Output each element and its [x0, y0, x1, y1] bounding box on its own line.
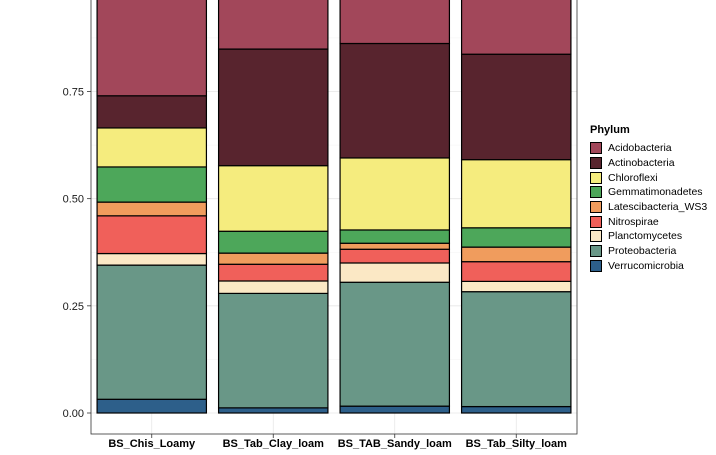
legend-item: Acidobacteria [590, 141, 707, 156]
legend-swatch [590, 259, 602, 272]
bar-segment-latescibacteria-ws3 [96, 201, 208, 217]
bar-segment-planctomycetes [339, 262, 451, 283]
legend-swatch [590, 142, 602, 155]
bar-segment-chloroflexi [339, 157, 451, 231]
bar-segment-acidobacteria [96, 0, 208, 97]
bar-segment-nitrospirae [217, 263, 329, 282]
bar-segment-latescibacteria-ws3 [339, 242, 451, 250]
x-tick-label: BS_TAB_Sandy_loam [338, 438, 452, 450]
legend-item: Latescibacteria_WS3 [590, 200, 707, 215]
bar-segment-latescibacteria-ws3 [217, 252, 329, 265]
bar-segment-gemmatimonadetes [217, 230, 329, 254]
bar-segment-verrucomicrobia [217, 407, 329, 414]
bar-segment-latescibacteria-ws3 [460, 246, 572, 263]
legend-swatch [590, 157, 602, 170]
bar-segment-acidobacteria [339, 0, 451, 45]
y-tick-label: 0.25 [63, 301, 84, 313]
legend-label: Proteobacteria [608, 245, 677, 258]
bar-segment-verrucomicrobia [460, 405, 572, 414]
y-tick-label: 0.50 [63, 194, 84, 206]
bar-segment-verrucomicrobia [96, 398, 208, 414]
legend-title: Phylum [590, 124, 630, 136]
bar-segment-proteobacteria [217, 292, 329, 409]
legend-label: Gemmatimonadetes [608, 186, 703, 199]
bar-segment-actinobacteria [217, 48, 329, 167]
bar-segment-planctomycetes [460, 280, 572, 293]
legend-swatch [590, 245, 602, 258]
legend-items: Acidobacteria Actinobacteria Chloroflexi Ge… [590, 141, 707, 273]
legend-label: Nitrospirae [608, 215, 659, 228]
bar-segment-nitrospirae [460, 261, 572, 282]
bar-segment-verrucomicrobia [339, 405, 451, 414]
legend-item: Chloroflexi [590, 170, 707, 185]
legend-item: Planctomycetes [590, 229, 707, 244]
bar-segment-gemmatimonadetes [460, 227, 572, 248]
legend-label: Planctomycetes [608, 230, 683, 243]
legend-item: Gemmatimonadetes [590, 185, 707, 200]
legend-swatch [590, 171, 602, 184]
bar-segment-chloroflexi [96, 127, 208, 168]
bar-segment-chloroflexi [217, 165, 329, 232]
legend-swatch [590, 215, 602, 228]
bar-segment-actinobacteria [460, 53, 572, 161]
bar-segment-acidobacteria [460, 0, 572, 55]
bar-segment-planctomycetes [217, 280, 329, 295]
bar-segment-planctomycetes [96, 252, 208, 266]
legend-label: Acidobacteria [608, 142, 672, 155]
bar-segment-proteobacteria [339, 281, 451, 407]
legend-item: Verrucomicrobia [590, 259, 707, 274]
x-tick-label: BS_Tab_Silty_loam [466, 438, 567, 450]
legend-label: Actinobacteria [608, 157, 675, 170]
legend-item: Actinobacteria [590, 156, 707, 171]
bar-segment-actinobacteria [339, 42, 451, 159]
x-tick-label: BS_Tab_Clay_loam [223, 438, 325, 450]
bar-segment-gemmatimonadetes [96, 166, 208, 203]
legend-label: Verrucomicrobia [608, 259, 684, 272]
bar-segment-gemmatimonadetes [339, 229, 451, 244]
bar-segment-nitrospirae [96, 215, 208, 255]
x-tick-label: BS_Chis_Loamy [108, 438, 196, 450]
legend-item: Nitrospirae [590, 214, 707, 229]
y-tick-label: 0.75 [63, 87, 84, 99]
legend-label: Chloroflexi [608, 171, 658, 184]
bar-segment-acidobacteria [217, 0, 329, 50]
legend-swatch [590, 230, 602, 243]
bar-segment-nitrospirae [339, 248, 451, 264]
bar-segment-actinobacteria [96, 95, 208, 129]
bar-segment-chloroflexi [460, 159, 572, 229]
bar-segment-proteobacteria [96, 264, 208, 400]
legend-item: Proteobacteria [590, 244, 707, 259]
panel-border [90, 0, 578, 435]
y-tick-label: 0.00 [63, 408, 84, 420]
legend-swatch [590, 186, 602, 199]
legend-label: Latescibacteria_WS3 [608, 201, 708, 214]
bar-segment-proteobacteria [460, 291, 572, 408]
legend: Phylum Acidobacteria Actinobacteria Chloro… [590, 124, 707, 273]
legend-swatch [590, 201, 602, 214]
